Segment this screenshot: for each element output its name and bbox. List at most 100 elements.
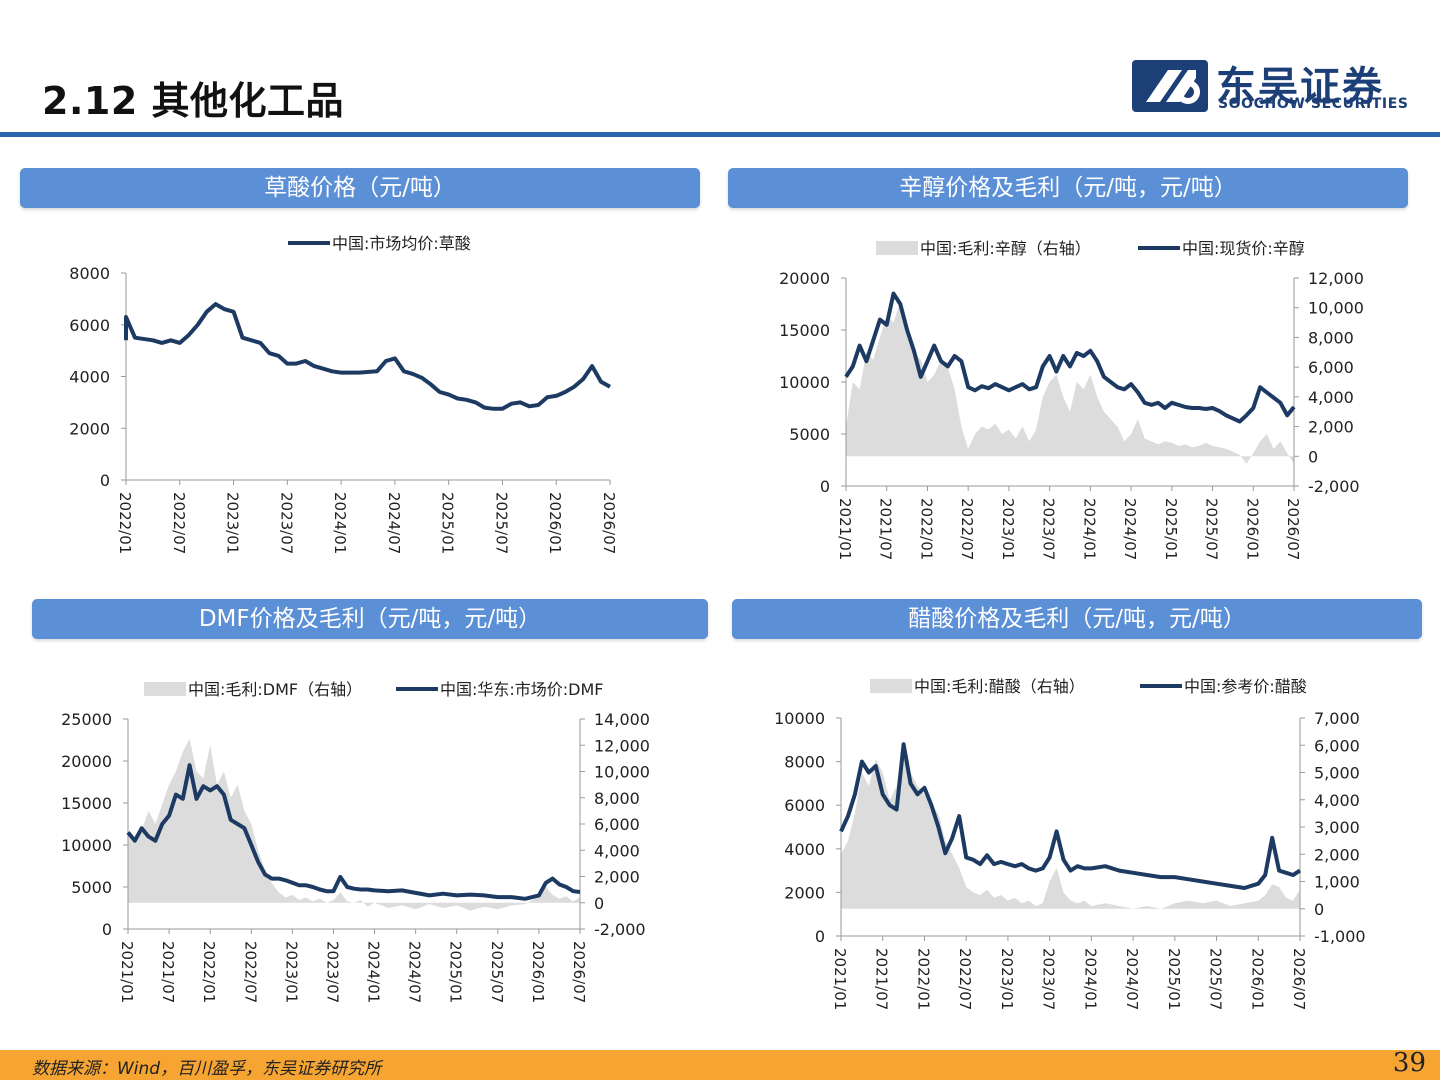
right-tick-label: 8,000 [594,789,640,808]
x-tick-label: 2021/01 [831,948,849,1010]
x-tick-label: 2023/01 [282,941,300,1003]
legend-swatch-area [876,241,918,255]
right-tick-label: -2,000 [1308,477,1360,496]
series-area [846,300,1294,464]
x-tick-label: 2024/07 [385,492,403,554]
left-tick-label: 2000 [69,419,110,438]
right-tick-label: 6,000 [1308,358,1354,377]
x-tick-label: 2026/07 [1290,948,1308,1010]
left-tick-label: 6000 [784,796,825,815]
x-tick-label: 2026/01 [1243,498,1261,560]
right-tick-label: 12,000 [1308,269,1364,288]
panel-header-dmf: DMF价格及毛利（元/吨，元/吨） [32,599,708,639]
right-tick-label: 10,000 [1308,299,1364,318]
x-tick-label: 2022/07 [956,948,974,1010]
series-line [126,763,581,901]
page-title: 2.12 其他化工品 [42,79,344,123]
legend-label: 中国:毛利:醋酸（右轴） [914,677,1085,696]
right-tick-label: 3,000 [1314,818,1360,837]
series-line [124,302,611,411]
legend-swatch-area [870,679,912,693]
right-tick-label: -1,000 [1314,927,1366,946]
left-tick-label: 25000 [61,710,112,729]
x-tick-label: 2023/07 [323,941,341,1003]
x-tick-label: 2026/01 [529,941,547,1003]
x-tick-label: 2021/01 [836,498,854,560]
x-tick-label: 2026/01 [546,492,564,554]
x-tick-label: 2025/01 [439,492,457,554]
right-tick-label: 2,000 [1314,845,1360,864]
right-tick-label: 0 [594,894,604,913]
x-tick-label: 2025/07 [492,492,510,554]
x-tick-label: 2024/07 [406,941,424,1003]
x-tick-label: 2023/07 [277,492,295,554]
x-tick-label: 2025/01 [1162,498,1180,560]
x-tick-label: 2022/07 [170,492,188,554]
right-tick-label: 6,000 [1314,736,1360,755]
left-tick-label: 4000 [69,368,110,387]
x-tick-label: 2024/07 [1121,498,1139,560]
x-tick-label: 2023/07 [1040,498,1058,560]
left-tick-label: 5000 [71,878,112,897]
x-tick-label: 2024/01 [1081,948,1099,1010]
x-tick-label: 2021/07 [159,941,177,1003]
left-tick-label: 0 [815,927,825,946]
x-tick-label: 2022/01 [917,498,935,560]
x-tick-label: 2022/01 [116,492,134,554]
panel-header-octanol: 辛醇价格及毛利（元/吨，元/吨） [728,168,1408,208]
x-tick-label: 2025/07 [1203,498,1221,560]
legend-label: 中国:市场均价:草酸 [332,234,471,253]
series-area [841,745,1300,909]
x-tick-label: 2021/01 [118,941,136,1003]
x-tick-label: 2022/01 [914,948,932,1010]
right-tick-label: 0 [1314,900,1324,919]
logo-mark-icon [1132,60,1208,112]
x-tick-label: 2022/07 [241,941,259,1003]
left-tick-label: 2000 [784,883,825,902]
legend-label: 中国:参考价:醋酸 [1184,677,1307,696]
left-tick-label: 15000 [61,794,112,813]
left-tick-label: 10000 [779,373,830,392]
right-tick-label: 12,000 [594,736,650,755]
dmf-price-margin-chart: 中国:毛利:DMF（右轴） 中国:华东:市场价:DMF 0 5000 10000 1500… [61,680,650,1003]
legend-label: 中国:毛利:辛醇（右轴） [920,239,1091,258]
x-tick-label: 2025/07 [488,941,506,1003]
x-tick-label: 2024/01 [331,492,349,554]
x-tick-label: 2026/07 [1284,498,1302,560]
right-tick-label: 4,000 [1308,388,1354,407]
series-line [839,742,1302,890]
left-tick-label: 4000 [784,840,825,859]
x-tick-label: 2024/07 [1123,948,1141,1010]
left-tick-label: 8000 [784,753,825,772]
left-tick-label: 6000 [69,316,110,335]
acetic-acid-price-margin-chart: 中国:毛利:醋酸（右轴） 中国:参考价:醋酸 0 2000 4000 6000 8000 10… [774,677,1366,1010]
right-tick-label: 8,000 [1308,328,1354,347]
x-tick-label: 2026/07 [600,492,618,554]
right-tick-label: 6,000 [594,815,640,834]
header-rule [0,132,1440,137]
x-tick-label: 2022/01 [200,941,218,1003]
right-tick-label: 4,000 [1314,791,1360,810]
logo-name-en: SOOCHOW SECURITIES [1218,96,1409,112]
x-tick-label: 2024/01 [1080,498,1098,560]
right-tick-label: 2,000 [594,868,640,887]
left-tick-label: 0 [820,477,830,496]
legend-swatch-area [144,682,186,696]
x-tick-label: 2022/07 [958,498,976,560]
logo-name-cn: 东吴证券 [1216,64,1384,110]
right-tick-label: -2,000 [594,920,646,939]
right-tick-label: 0 [1308,447,1318,466]
right-tick-label: 5,000 [1314,764,1360,783]
left-tick-label: 10000 [774,709,825,728]
x-tick-label: 2025/01 [1165,948,1183,1010]
right-tick-label: 7,000 [1314,709,1360,728]
legend-label: 中国:现货价:辛醇 [1182,239,1305,258]
x-tick-label: 2025/07 [1207,948,1225,1010]
page-number: 39 [1392,1048,1426,1078]
x-tick-label: 2023/01 [999,498,1017,560]
x-tick-label: 2023/07 [1040,948,1058,1010]
panel-header-oxalic: 草酸价格（元/吨） [20,168,700,208]
left-tick-label: 5000 [789,425,830,444]
x-tick-label: 2021/07 [877,498,895,560]
left-tick-label: 10000 [61,836,112,855]
